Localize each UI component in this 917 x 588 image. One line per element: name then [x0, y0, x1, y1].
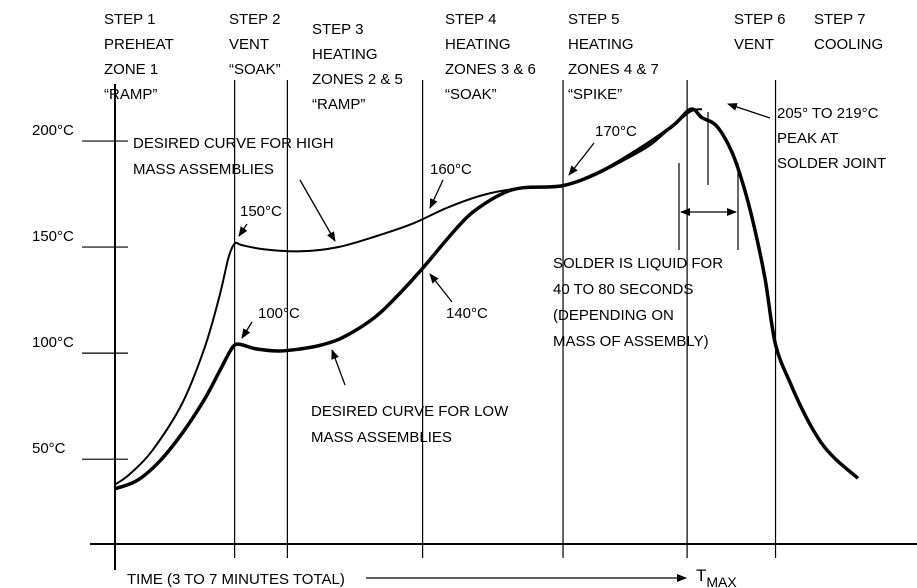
tmax-subscript: MAX: [706, 574, 737, 588]
high-curve-label-1: DESIRED CURVE FOR HIGH: [133, 135, 334, 152]
step-label-line: STEP 1: [104, 11, 155, 28]
arrow-160c: [429, 179, 444, 209]
peak-label-2: PEAK AT: [777, 130, 838, 147]
low-curve-label-2: MASS ASSEMBLIES: [311, 429, 452, 446]
y-ticks: 50°C 100°C 150°C 200°C: [32, 122, 128, 460]
step-label-line: STEP 3: [312, 21, 363, 38]
step-label-line: “SOAK”: [445, 86, 497, 103]
step-label-line: STEP 5: [568, 11, 619, 28]
label-140c: 140°C: [446, 305, 488, 322]
high-curve-arrow: [299, 179, 336, 242]
peak-label-3: SOLDER JOINT: [777, 155, 886, 172]
step-label-line: ZONES 4 & 7: [568, 61, 659, 78]
step-label-line: STEP 7: [814, 11, 865, 28]
step-label-line: STEP 6: [734, 11, 785, 28]
step-label-line: HEATING: [445, 36, 511, 53]
step-label-line: STEP 4: [445, 11, 496, 28]
tmax-label: TMAX: [696, 566, 737, 588]
step-label-line: COOLING: [814, 36, 883, 53]
label-170c: 170°C: [595, 123, 637, 140]
y-tick-label: 50°C: [32, 440, 66, 457]
y-tick-label: 150°C: [32, 228, 74, 245]
step-label-line: ZONE 1: [104, 61, 158, 78]
step-label-line: VENT: [229, 36, 269, 53]
arrow-150c: [238, 223, 248, 237]
liquid-label-4: MASS OF ASSEMBLY): [553, 333, 709, 350]
step-label-line: ZONES 3 & 6: [445, 61, 536, 78]
y-tick-label: 200°C: [32, 122, 74, 139]
step-label-line: “SPIKE”: [568, 86, 622, 103]
low-curve-arrow: [331, 349, 346, 386]
step-label-line: ZONES 2 & 5: [312, 71, 403, 88]
step-labels: STEP 1 PREHEAT ZONE 1 “RAMP” STEP 2 VENT “SOAK…: [104, 11, 883, 113]
step-label-line: HEATING: [568, 36, 634, 53]
label-100c: 100°C: [258, 305, 300, 322]
step-label-line: HEATING: [312, 46, 378, 63]
liquid-label-1: SOLDER IS LIQUID FOR: [553, 255, 723, 272]
tmax-t: T: [696, 566, 706, 585]
label-150c: 150°C: [240, 203, 282, 220]
arrow-100c: [241, 321, 253, 339]
peak-label-1: 205° TO 219°C: [777, 105, 879, 122]
liquid-label-3: (DEPENDING ON: [553, 307, 674, 324]
liquid-label-2: 40 TO 80 SECONDS: [553, 281, 693, 298]
high-curve-label-2: MASS ASSEMBLIES: [133, 161, 274, 178]
step-label-line: VENT: [734, 36, 774, 53]
low-curve-label-1: DESIRED CURVE FOR LOW: [311, 403, 509, 420]
step-label-line: PREHEAT: [104, 36, 174, 53]
label-160c: 160°C: [430, 161, 472, 178]
step-label-line: “RAMP”: [104, 86, 157, 103]
step-label-line: “SOAK”: [229, 61, 281, 78]
arrow-140c: [429, 273, 453, 303]
y-tick-label: 100°C: [32, 334, 74, 351]
step-boundaries: [234, 80, 777, 558]
low-mass-curve: [114, 107, 860, 491]
step-label-line: STEP 2: [229, 11, 280, 28]
arrow-170c: [568, 142, 595, 176]
step-label-line: “RAMP”: [312, 96, 365, 113]
x-axis-label: TIME (3 TO 7 MINUTES TOTAL): [127, 571, 345, 588]
peak-arrow: [727, 103, 771, 119]
